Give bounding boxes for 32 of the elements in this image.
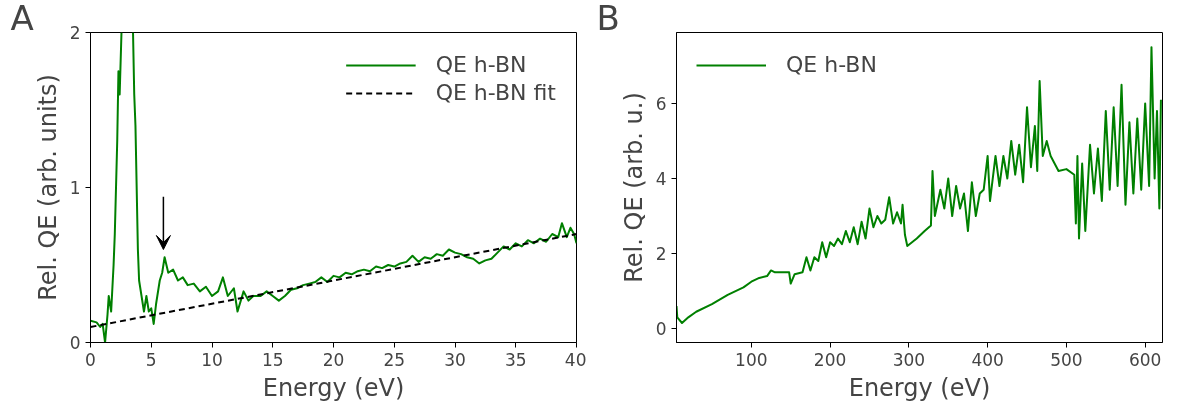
x-tick-label: 5 [145, 349, 157, 370]
line-series [676, 46, 1162, 324]
x-tick-label: 40 [564, 349, 587, 370]
x-tick-label: 30 [444, 349, 466, 370]
x-axis-title: Energy (eV) [262, 373, 405, 402]
y-axis-title: Rel. QE (arb. units) [33, 74, 62, 301]
y-tick-label: 4 [655, 168, 667, 189]
x-tick-label: 35 [504, 349, 527, 370]
y-tick-label: 1 [69, 178, 81, 198]
y-tick-label: 6 [655, 93, 667, 114]
x-tick-label: 100 [735, 349, 768, 370]
chart-title: B [596, 0, 620, 38]
y-tick-label: 0 [655, 319, 667, 340]
y-axis-title: Rel. QE (arb. u.) [619, 92, 648, 283]
x-axis-title: Energy (eV) [848, 373, 991, 402]
legend-label: QE h-BN fit [435, 80, 556, 105]
x-tick-label: 300 [892, 349, 926, 370]
legend-label: QE h-BN [786, 52, 877, 77]
x-tick-label: 10 [201, 349, 223, 370]
x-tick-label: 25 [383, 349, 406, 370]
y-tick-label: 2 [655, 244, 667, 265]
x-tick-label: 15 [261, 349, 284, 370]
x-tick-label: 600 [1128, 349, 1162, 370]
legend-label: QE h-BN [435, 52, 527, 77]
x-tick-label: 0 [85, 349, 96, 370]
x-tick-label: 200 [813, 349, 847, 370]
y-tick-label: 2 [69, 23, 81, 43]
y-tick-label: 0 [69, 333, 81, 353]
x-tick-label: 500 [1050, 349, 1083, 370]
x-tick-label: 400 [971, 349, 1004, 370]
chart-title: A [10, 0, 34, 38]
x-tick-label: 20 [322, 349, 345, 370]
